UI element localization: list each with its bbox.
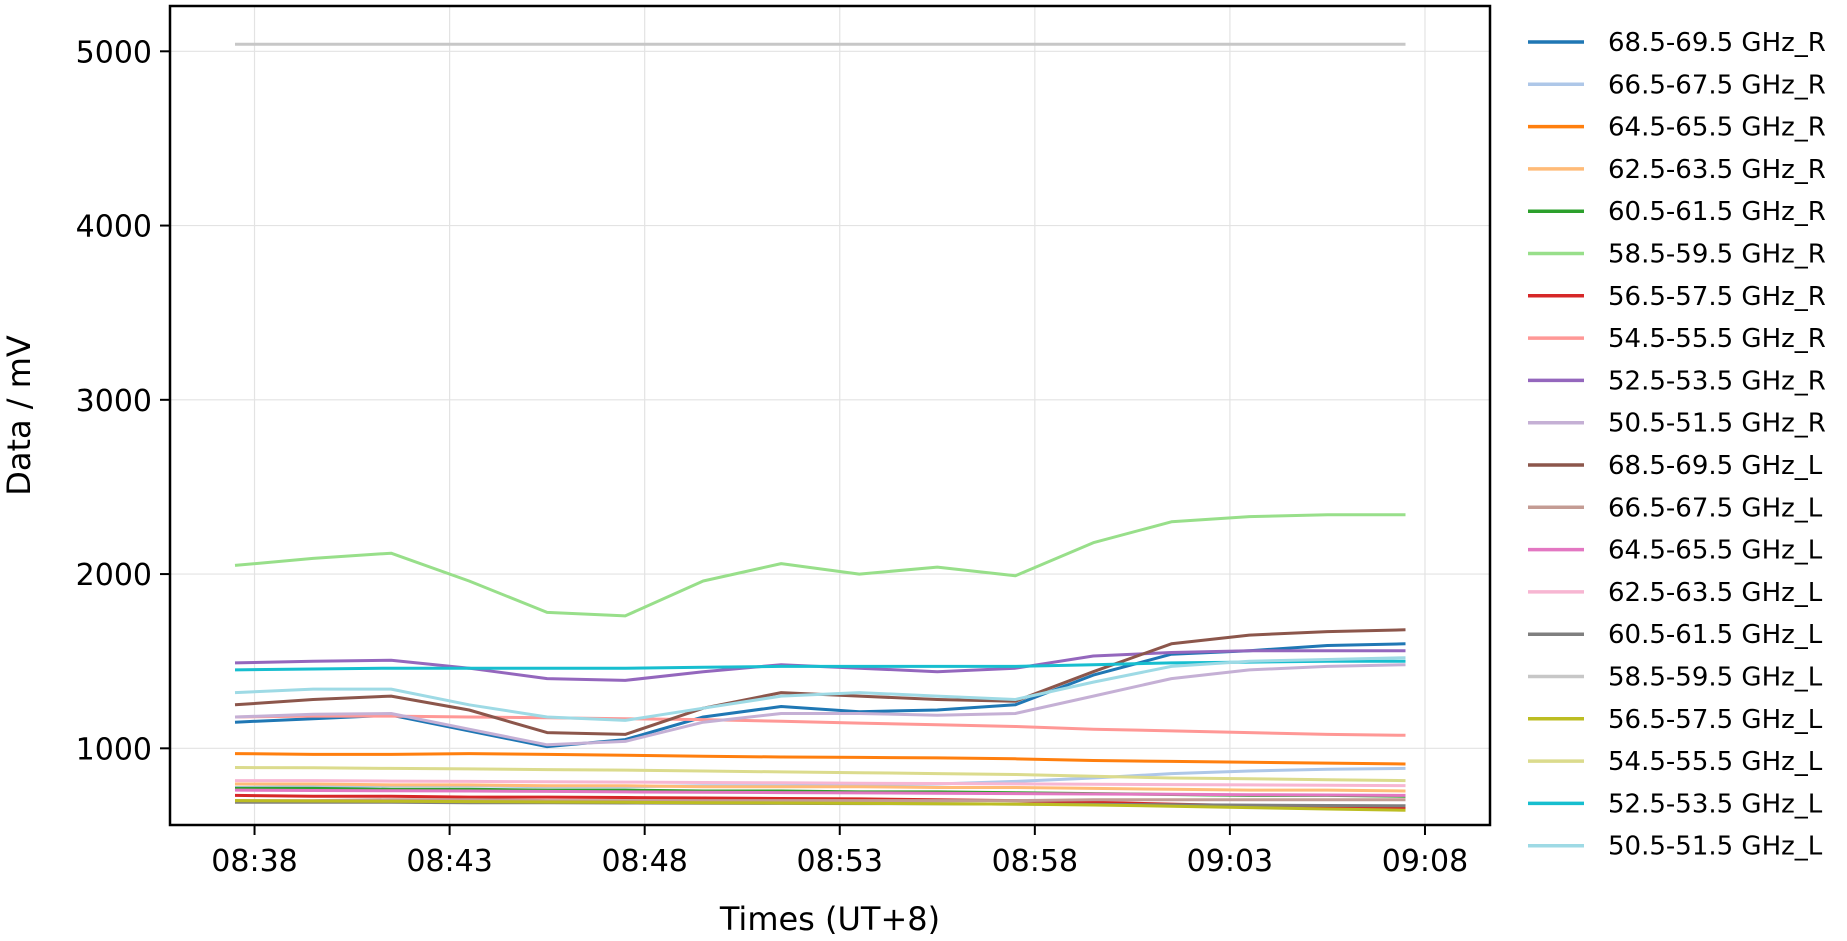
series-line-3 <box>234 752 1406 766</box>
x-axis: 08:38 08:43 08:48 08:53 08:58 09:03 09:08 <box>211 825 1468 879</box>
legend-label: 58.5-59.5 GHz_L <box>1608 663 1823 693</box>
x-tick-label: 09:08 <box>1382 844 1468 879</box>
legend-label: 62.5-63.5 GHz_L <box>1608 578 1823 608</box>
plot-frame <box>168 4 1492 827</box>
series-line-14 <box>235 779 1406 788</box>
series-line-20 <box>234 656 1406 722</box>
x-tick-label: 09:03 <box>1187 844 1273 879</box>
legend-label: 52.5-53.5 GHz_L <box>1608 789 1823 819</box>
legend-label: 58.5-59.5 GHz_R <box>1608 240 1826 270</box>
series-line-17 <box>234 799 1406 812</box>
series-line-4 <box>235 782 1406 793</box>
legend-label: 52.5-53.5 GHz_R <box>1608 366 1826 396</box>
x-axis-label: Times (UT+8) <box>719 900 940 938</box>
x-tick-label: 08:53 <box>797 844 883 879</box>
y-tick-label: 4000 <box>76 210 152 245</box>
y-axis-label: Data / mV <box>0 335 38 496</box>
legend-label: 64.5-65.5 GHz_R <box>1608 113 1826 143</box>
series-line-10 <box>234 663 1406 747</box>
legend-label: 68.5-69.5 GHz_L <box>1608 451 1823 481</box>
legend-label: 54.5-55.5 GHz_L <box>1608 747 1823 777</box>
legend-label: 50.5-51.5 GHz_L <box>1608 832 1823 862</box>
legend-label: 60.5-61.5 GHz_L <box>1608 620 1823 650</box>
legend-label: 50.5-51.5 GHz_R <box>1608 409 1826 439</box>
legend-label: 54.5-55.5 GHz_R <box>1608 324 1826 354</box>
legend-label: 56.5-57.5 GHz_R <box>1608 282 1826 312</box>
series-line-13 <box>234 788 1406 797</box>
legend: 68.5-69.5 GHz_R 66.5-67.5 GHz_R 64.5-65.5 … <box>1528 28 1826 862</box>
y-tick-label: 5000 <box>76 35 152 70</box>
series-line-8 <box>234 714 1406 737</box>
legend-label: 66.5-67.5 GHz_L <box>1608 493 1823 523</box>
legend-label: 56.5-57.5 GHz_L <box>1608 705 1823 735</box>
y-axis: 1000 2000 3000 4000 5000 <box>76 35 170 767</box>
series-line-6 <box>234 513 1406 618</box>
grid <box>170 6 1490 825</box>
y-tick-label: 1000 <box>76 732 152 767</box>
series-layer <box>234 42 1406 812</box>
legend-label: 60.5-61.5 GHz_R <box>1608 197 1826 227</box>
series-line-12 <box>235 798 1406 803</box>
y-tick-label: 3000 <box>76 384 152 419</box>
y-tick-label: 2000 <box>76 558 152 593</box>
legend-label: 62.5-63.5 GHz_R <box>1608 155 1826 185</box>
legend-label: 66.5-67.5 GHz_R <box>1608 70 1826 100</box>
x-tick-label: 08:48 <box>601 844 687 879</box>
x-tick-label: 08:43 <box>406 844 492 879</box>
legend-label: 68.5-69.5 GHz_R <box>1608 28 1826 58</box>
series-line-18 <box>234 766 1406 783</box>
x-tick-label: 08:38 <box>211 844 297 879</box>
legend-label: 64.5-65.5 GHz_L <box>1608 536 1823 566</box>
x-tick-label: 08:58 <box>992 844 1078 879</box>
